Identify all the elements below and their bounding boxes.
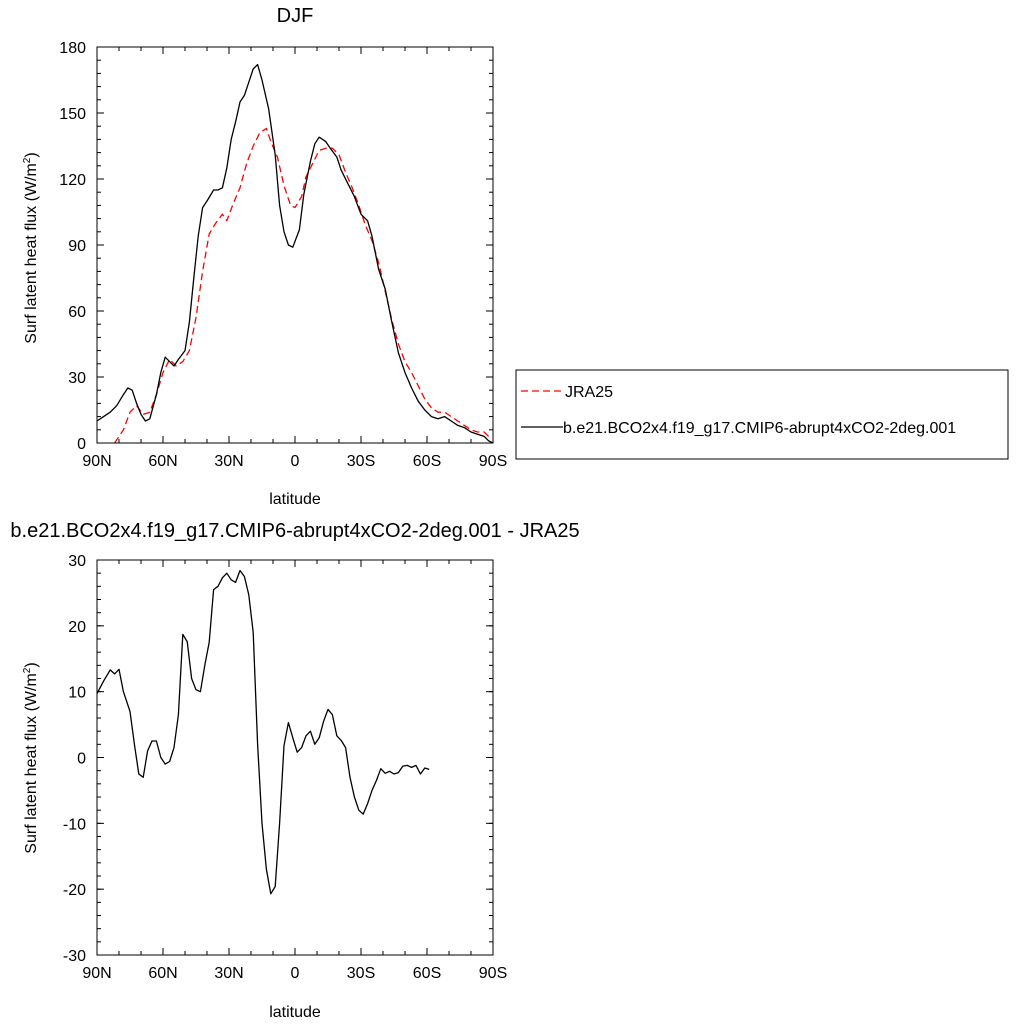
y-tick-label: 90 bbox=[68, 238, 86, 255]
x-tick-label: 30N bbox=[214, 965, 243, 982]
top-chart-x-axis-label: latitude bbox=[269, 491, 321, 508]
y-tick-label: 20 bbox=[68, 619, 86, 636]
legend: JRA25 b.e21.BCO2x4.f19_g17.CMIP6-abrupt4… bbox=[515, 369, 1009, 460]
x-tick-label: 60N bbox=[148, 965, 177, 982]
x-tick-label: 60S bbox=[413, 453, 441, 470]
bottom-chart-ticks: 90N 60N 30N 0 30S 60S 90S -30 -20 -10 0 10 20 30 bbox=[63, 553, 507, 982]
x-tick-label: 30S bbox=[347, 453, 375, 470]
y-tick-label: 30 bbox=[68, 553, 86, 570]
legend-label-jra25: JRA25 bbox=[565, 384, 613, 401]
y-tick-label: 0 bbox=[77, 751, 86, 768]
bottom-chart-x-axis-label: latitude bbox=[269, 1004, 321, 1021]
y-tick-label: 150 bbox=[59, 106, 86, 123]
legend-label-model: b.e21.BCO2x4.f19_g17.CMIP6-abrupt4xCO2-2… bbox=[563, 420, 956, 437]
top-chart-ticks: 90N 60N 30N 0 30S 60S 90S 0 30 60 90 120 150 180 bbox=[59, 40, 507, 470]
y-tick-label: -10 bbox=[63, 816, 86, 833]
x-tick-label: 60N bbox=[148, 453, 177, 470]
series-line-1 bbox=[96, 63, 494, 444]
y-tick-label: 10 bbox=[68, 685, 86, 702]
y-tick-label: 180 bbox=[59, 40, 86, 57]
ylabel-main: Surf latent heat flux (W/m bbox=[23, 163, 40, 344]
top-chart-y-axis-label: Surf latent heat flux (W/m2) bbox=[22, 152, 40, 343]
series-line-0 bbox=[114, 127, 490, 444]
x-tick-label: 90N bbox=[82, 453, 111, 470]
bottom-chart-plot-frame bbox=[96, 559, 494, 956]
top-chart-title: DJF bbox=[277, 5, 314, 27]
y-tick-label: -30 bbox=[63, 948, 86, 965]
series-line-difference bbox=[96, 569, 430, 895]
top-chart: DJF Surf latent heat flux (W/m2) latitud… bbox=[22, 5, 507, 508]
y-tick-label: 0 bbox=[77, 436, 86, 453]
x-tick-label: 90S bbox=[479, 965, 507, 982]
legend-frame bbox=[515, 369, 1009, 460]
ylabel-close: ) bbox=[23, 662, 40, 667]
ylabel-superscript: 2 bbox=[22, 157, 33, 163]
top-chart-series bbox=[96, 63, 494, 444]
x-tick-label: 30N bbox=[214, 453, 243, 470]
ylabel-superscript: 2 bbox=[22, 667, 33, 673]
bottom-chart-series bbox=[96, 569, 430, 895]
y-tick-label: -20 bbox=[63, 882, 86, 899]
ylabel-close: ) bbox=[23, 152, 40, 157]
y-tick-label: 120 bbox=[59, 172, 86, 189]
x-tick-label: 0 bbox=[291, 453, 300, 470]
y-tick-label: 30 bbox=[68, 370, 86, 387]
bottom-chart: b.e21.BCO2x4.f19_g17.CMIP6-abrupt4xCO2-2… bbox=[10, 520, 579, 1021]
top-chart-plot-frame bbox=[96, 46, 494, 444]
x-tick-label: 60S bbox=[413, 965, 441, 982]
x-tick-label: 30S bbox=[347, 965, 375, 982]
y-tick-label: 60 bbox=[68, 304, 86, 321]
bottom-chart-y-axis-label: Surf latent heat flux (W/m2) bbox=[22, 662, 40, 853]
x-tick-label: 90N bbox=[82, 965, 111, 982]
ylabel-main: Surf latent heat flux (W/m bbox=[23, 673, 40, 854]
x-tick-label: 90S bbox=[479, 453, 507, 470]
bottom-chart-title: b.e21.BCO2x4.f19_g17.CMIP6-abrupt4xCO2-2… bbox=[10, 520, 579, 542]
x-tick-label: 0 bbox=[291, 965, 300, 982]
